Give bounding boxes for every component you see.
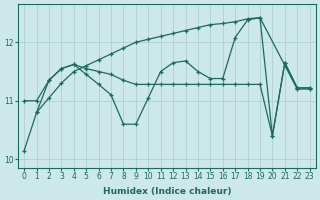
X-axis label: Humidex (Indice chaleur): Humidex (Indice chaleur) (103, 187, 231, 196)
